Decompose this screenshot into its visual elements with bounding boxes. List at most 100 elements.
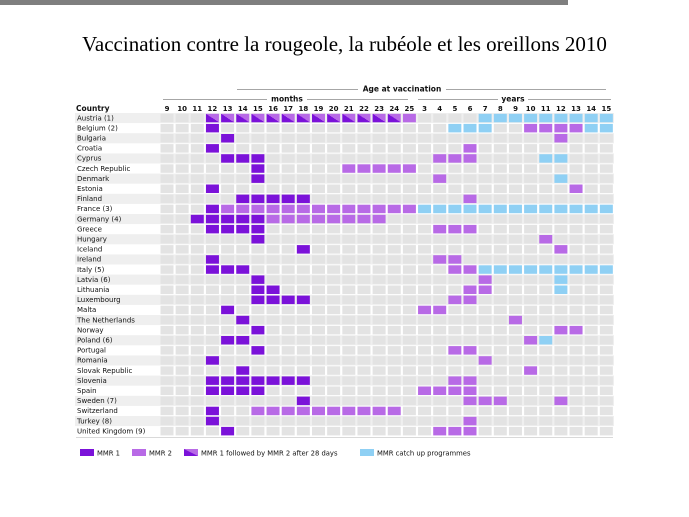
cell-cu [418, 204, 432, 214]
cell-empty [478, 336, 492, 345]
cell-empty [418, 295, 432, 305]
age-at-vaccination-label: Age at vaccination [363, 85, 442, 94]
cell-cu [599, 123, 613, 133]
cell-cu [569, 204, 583, 214]
column-tick-label: 5 [452, 105, 457, 113]
legend-label-mf: MMR 1 followed by MMR 2 after 28 days [201, 450, 338, 458]
column-tick-label: 24 [389, 105, 399, 113]
cell-m1 [205, 144, 219, 153]
cell-empty [554, 376, 568, 385]
cell-empty [493, 325, 507, 335]
cell-empty [524, 356, 538, 365]
cell-m1 [205, 255, 219, 264]
cell-empty [312, 346, 325, 355]
column-tick-label: 19 [314, 105, 324, 113]
cell-empty [508, 144, 522, 153]
cell-empty [508, 154, 522, 163]
cell-empty [402, 366, 416, 375]
cell-empty [342, 416, 356, 426]
cell-empty [569, 255, 583, 264]
cell-m2 [342, 164, 356, 173]
cell-empty [266, 164, 280, 173]
cell-empty [266, 386, 280, 395]
cell-empty [266, 426, 280, 436]
cell-empty [508, 325, 522, 335]
cell-empty [175, 416, 189, 426]
cell-empty [402, 406, 416, 416]
cell-m2 [372, 164, 386, 173]
cell-empty [418, 113, 432, 123]
cell-m1 [205, 214, 219, 224]
cell-empty [327, 134, 341, 143]
cell-empty [372, 366, 386, 375]
cell-empty [554, 426, 568, 436]
cell-empty [342, 144, 356, 153]
cell-empty [599, 396, 613, 406]
cell-empty [372, 356, 386, 365]
cell-empty [599, 245, 613, 254]
cell-empty [160, 154, 174, 163]
column-tick-label: 21 [344, 105, 354, 113]
cell-empty [281, 255, 295, 264]
cell-empty [372, 245, 386, 254]
cell-m2 [251, 204, 265, 214]
cell-empty [236, 346, 250, 355]
cell-empty [448, 336, 462, 345]
cell-empty [599, 295, 613, 305]
cell-empty [266, 356, 280, 365]
cell-empty [418, 154, 432, 163]
country-column-header: Country [76, 104, 110, 113]
cell-empty [554, 356, 568, 365]
cell-empty [493, 285, 507, 294]
cell-m2 [539, 123, 553, 133]
column-tick-label: 11 [541, 105, 551, 113]
cell-m2 [266, 204, 280, 214]
cell-m1 [266, 194, 280, 204]
column-headers: 9 10 11 12 13 14 15 16 17 18 19 20 21 22 23 24 25 3 4 5 6 7 8 9… [165, 105, 612, 113]
cell-empty [266, 184, 280, 193]
country-label: Romania [77, 357, 108, 365]
cell-empty [372, 224, 386, 234]
cell-empty [584, 285, 598, 294]
country-label: Slovak Republic [77, 367, 132, 375]
cell-empty [357, 295, 371, 305]
cell-empty [478, 144, 492, 153]
cell-empty [539, 285, 553, 294]
cell-m2 [266, 214, 280, 224]
cell-empty [599, 315, 613, 325]
cell-cu [569, 113, 583, 123]
cell-mf [266, 113, 280, 123]
cell-m2 [448, 386, 462, 395]
column-tick-label: 20 [329, 105, 339, 113]
cell-empty [221, 325, 235, 335]
cell-empty [281, 366, 295, 375]
cell-empty [418, 376, 432, 385]
cell-empty [478, 184, 492, 193]
cell-m1 [251, 194, 265, 204]
cell-empty [342, 134, 356, 143]
cell-empty [236, 406, 250, 416]
cell-mf [281, 113, 295, 123]
cell-empty [554, 235, 568, 244]
cell-m2 [463, 265, 477, 274]
cell-empty [433, 235, 447, 244]
cell-empty [539, 295, 553, 305]
cell-cu [554, 204, 568, 214]
cell-empty [327, 154, 341, 163]
cell-empty [433, 336, 447, 345]
cell-empty [387, 134, 401, 143]
cell-empty [599, 164, 613, 173]
cell-empty [433, 396, 447, 406]
cell-empty [584, 174, 598, 183]
cell-m2 [312, 406, 325, 416]
cell-m2 [357, 164, 371, 173]
cell-empty [236, 356, 250, 365]
cell-empty [175, 123, 189, 133]
cell-empty [296, 356, 310, 365]
cell-empty [190, 426, 204, 436]
cell-empty [508, 164, 522, 173]
cell-m1 [296, 194, 310, 204]
cell-empty [221, 346, 235, 355]
cell-empty [524, 426, 538, 436]
cell-empty [448, 144, 462, 153]
